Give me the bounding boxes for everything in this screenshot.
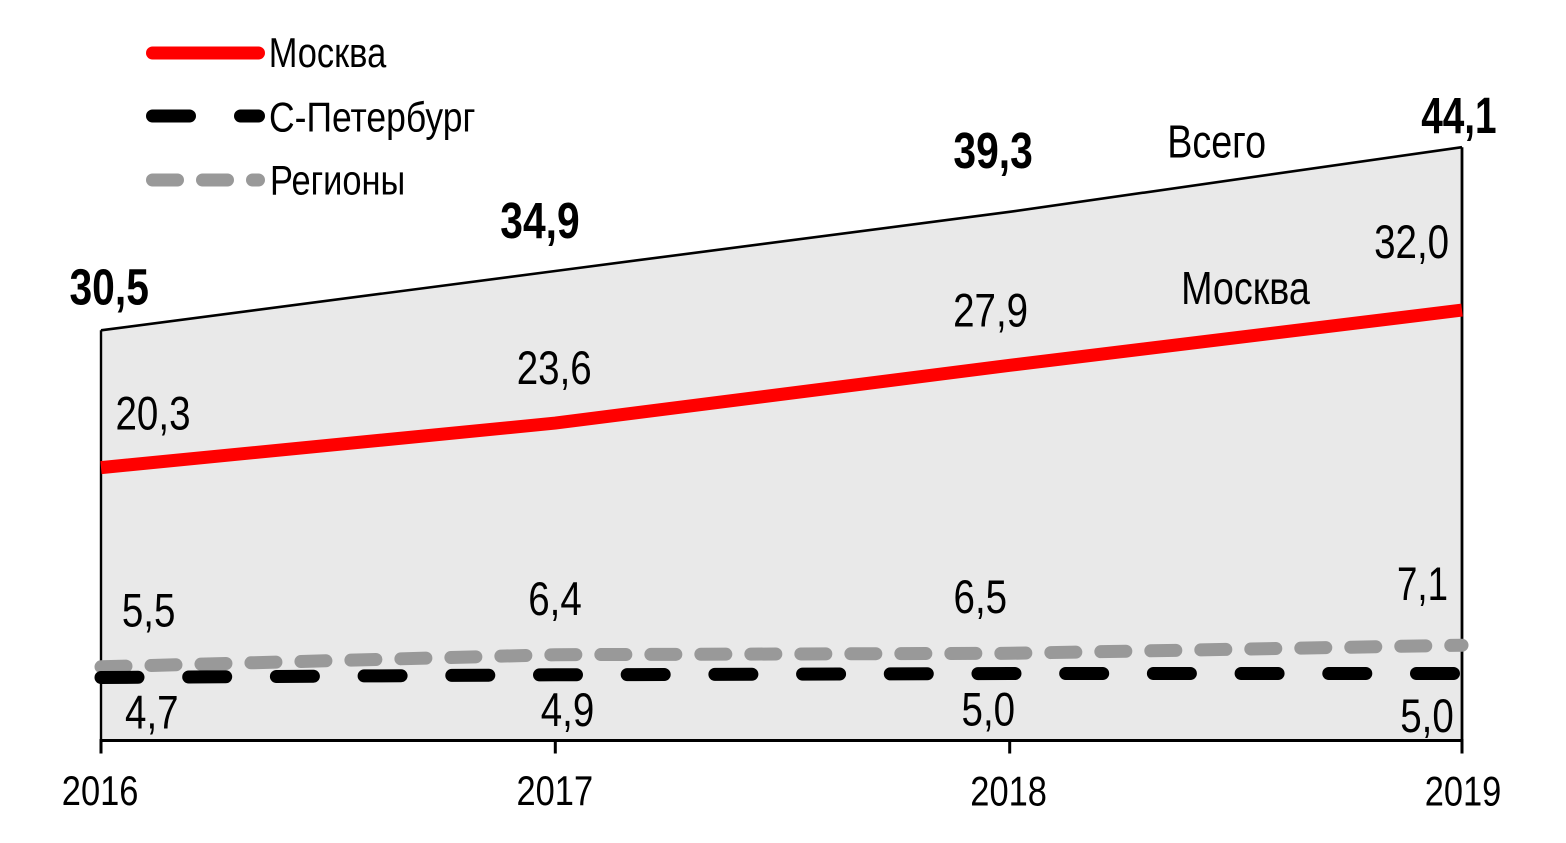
svg-text:Всего: Всего [1167,116,1266,167]
svg-text:39,3: 39,3 [953,122,1032,179]
svg-text:27,9: 27,9 [953,285,1028,337]
svg-text:2019: 2019 [1425,768,1502,815]
svg-text:20,3: 20,3 [115,388,190,440]
svg-text:2017: 2017 [517,768,594,815]
svg-text:44,1: 44,1 [1421,87,1496,144]
svg-text:Регионы: Регионы [270,157,405,204]
svg-text:2016: 2016 [62,768,139,815]
svg-text:2018: 2018 [970,768,1047,815]
svg-text:6,5: 6,5 [954,572,1008,624]
svg-text:34,9: 34,9 [500,192,579,249]
svg-text:7,1: 7,1 [1397,558,1448,610]
svg-text:Москва: Москва [269,30,387,77]
svg-text:6,4: 6,4 [528,573,582,625]
svg-text:5,0: 5,0 [1400,690,1454,742]
svg-text:23,6: 23,6 [517,342,592,394]
svg-text:С-Петербург: С-Петербург [269,95,475,141]
svg-text:Москва: Москва [1181,263,1310,314]
svg-text:4,9: 4,9 [541,684,595,736]
svg-text:30,5: 30,5 [69,258,148,315]
svg-text:32,0: 32,0 [1374,217,1449,269]
svg-text:4,7: 4,7 [125,687,179,739]
svg-text:5,0: 5,0 [962,684,1016,736]
svg-text:5,5: 5,5 [122,585,176,637]
